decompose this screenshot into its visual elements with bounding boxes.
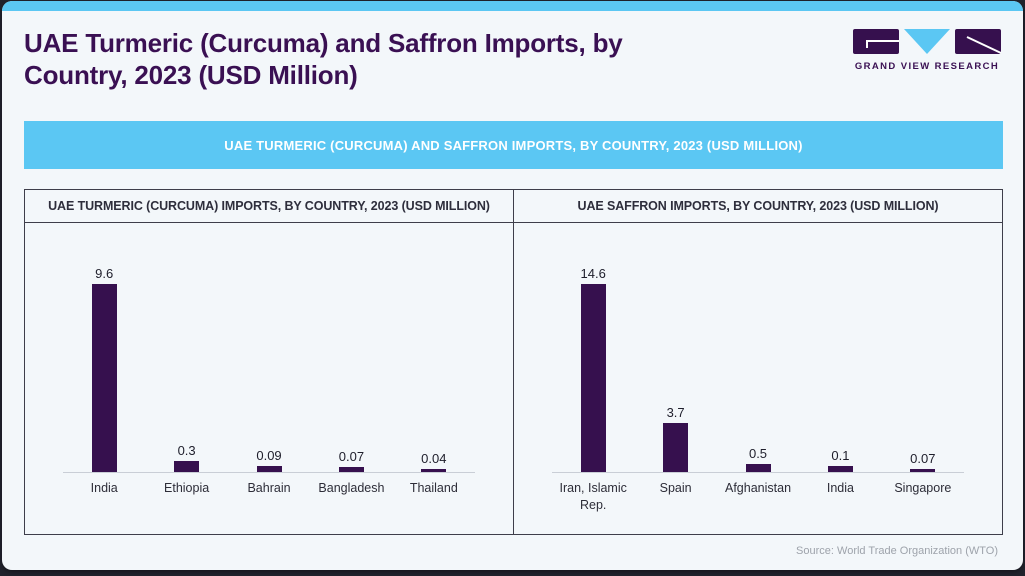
bar <box>174 461 200 473</box>
category-label: Spain <box>659 481 692 496</box>
saffron-category-axis: Iran, Islamic Rep. Spain Afghanistan India S… <box>552 473 964 513</box>
bar-column: 0.07 <box>310 449 392 473</box>
category-label: Bangladesh <box>318 481 385 496</box>
gvr-logo-icon <box>853 29 1002 54</box>
bar-value-label: 0.1 <box>831 448 850 464</box>
page-title-line2: Country, 2023 (USD Million) <box>24 59 358 90</box>
bar <box>745 464 771 473</box>
bar-value-label: 14.6 <box>580 266 606 282</box>
bar-column: 0.07 <box>882 451 964 473</box>
bar <box>827 466 853 473</box>
page-title-line1: UAE Turmeric (Curcuma) and Saffron Impor… <box>24 28 623 58</box>
category-label: Iran, Islamic Rep. <box>559 481 627 512</box>
saffron-chart-panel: UAE SAFFRON IMPORTS, BY COUNTRY, 2023 (U… <box>514 190 1002 534</box>
saffron-chart-title: UAE SAFFRON IMPORTS, BY COUNTRY, 2023 (U… <box>514 190 1002 224</box>
category-label: Bahrain <box>247 481 291 496</box>
bar-value-label: 0.07 <box>338 449 365 465</box>
category-label: Ethiopia <box>164 481 210 496</box>
bar <box>663 423 689 473</box>
bar-value-label: 0.3 <box>177 443 196 459</box>
bar-column: 0.5 <box>717 446 799 473</box>
bar-column: 3.7 <box>634 405 716 473</box>
chart-panels: UAE TURMERIC (CURCUMA) IMPORTS, BY COUNT… <box>24 189 1003 536</box>
bar-column: 0.09 <box>228 448 310 473</box>
bar-column: 0.1 <box>799 448 881 473</box>
bar-value-label: 0.09 <box>256 448 282 464</box>
category-label: Singapore <box>894 481 952 496</box>
top-accent-bar <box>2 1 1023 11</box>
bar-value-label: 3.7 <box>666 405 685 421</box>
bar <box>338 467 364 473</box>
brand-name: GRAND VIEW RESEARCH <box>854 61 1000 72</box>
turmeric-bar-chart: 9.6 0.3 0.09 0.07 0.04 India Ethiopia Bahrain B… <box>25 223 513 534</box>
bar-value-label: 0.5 <box>748 446 768 462</box>
brand-logo: GRAND VIEW RESEARCH <box>851 29 1003 72</box>
saffron-bars-area: 14.6 3.7 0.5 0.1 0.07 <box>552 223 964 474</box>
bar <box>910 469 936 473</box>
turmeric-chart-title: UAE TURMERIC (CURCUMA) IMPORTS, BY COUNT… <box>25 190 513 224</box>
bar-value-label: 9.6 <box>95 266 114 282</box>
bar-value-label: 0.04 <box>421 451 447 467</box>
bar-value-label: 0.07 <box>910 451 936 467</box>
bar-column: 14.6 <box>552 266 634 473</box>
source-attribution: Source: World Trade Organization (WTO) <box>796 545 998 558</box>
turmeric-bars-area: 9.6 0.3 0.09 0.07 0.04 <box>63 223 475 474</box>
bar <box>421 469 447 473</box>
chart-banner-title: UAE TURMERIC (CURCUMA) AND SAFFRON IMPOR… <box>24 121 1003 170</box>
bar-column: 0.3 <box>145 443 227 473</box>
bar-column: 9.6 <box>63 266 145 473</box>
category-label: India <box>826 481 854 496</box>
header: UAE Turmeric (Curcuma) and Saffron Impor… <box>2 11 1023 91</box>
bar <box>256 466 282 473</box>
bar <box>91 284 117 473</box>
saffron-bar-chart: 14.6 3.7 0.5 0.1 0.07 Iran, Islamic Rep. Spai… <box>514 223 1002 534</box>
page-title: UAE Turmeric (Curcuma) and Saffron Impor… <box>24 28 623 91</box>
category-label: Afghanistan <box>725 481 792 496</box>
bar <box>580 284 606 473</box>
turmeric-chart-panel: UAE TURMERIC (CURCUMA) IMPORTS, BY COUNT… <box>25 190 514 535</box>
category-label: India <box>90 481 118 496</box>
turmeric-category-axis: India Ethiopia Bahrain Bangladesh Thailand <box>63 473 475 496</box>
bar-column: 0.04 <box>393 451 475 473</box>
category-label: Thailand <box>409 481 458 496</box>
